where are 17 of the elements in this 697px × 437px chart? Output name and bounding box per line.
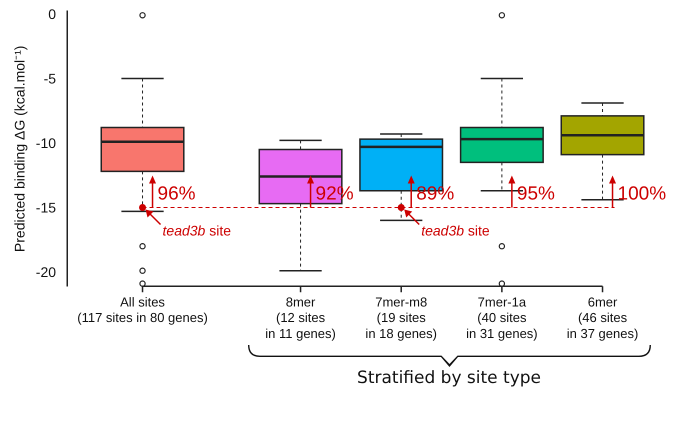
x-tick-label: 8mer (12 sites in 11 genes) [265,294,336,341]
y-tick-label: -20 [36,264,56,280]
x-tick-label: 7mer-m8 (19 sites in 18 genes) [365,294,437,341]
annotation: 100% [618,184,666,205]
x-tick-label: 6mer (46 sites in 37 genes) [566,294,638,341]
y-axis-title: Predicted binding ΔG (kcal.mol⁻¹) [11,46,28,252]
x-tick-label: 7mer-1a (40 sites in 31 genes) [466,294,538,341]
y-tick-label: 0 [48,6,56,22]
y-tick-label: -15 [36,200,56,216]
y-tick-label: -5 [44,70,56,87]
x-tick-label: All sites (117 sites in 80 genes) [77,294,208,326]
text: tead3b site [421,222,490,238]
legend-label: tead3b site [162,222,232,238]
annotation: 96% [158,184,196,205]
y-tick-label: -10 [36,135,56,152]
annotation: 95% [516,184,556,205]
text: Stratified by site type [357,368,542,388]
